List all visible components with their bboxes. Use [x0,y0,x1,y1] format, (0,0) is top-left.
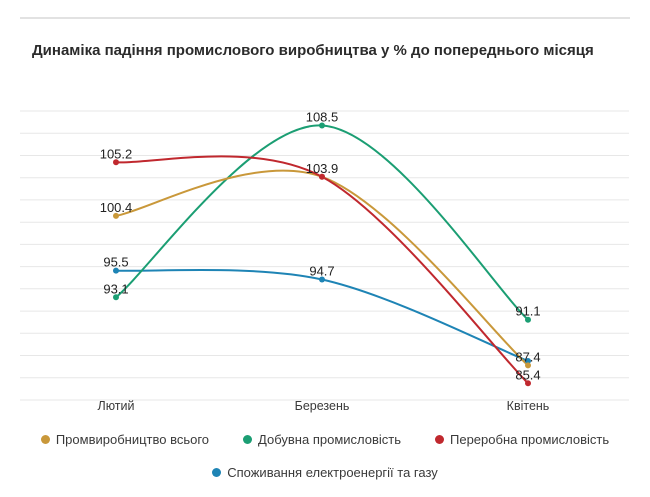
svg-text:87.4: 87.4 [515,349,540,364]
svg-text:Квітень: Квітень [507,399,550,413]
svg-text:103.9: 103.9 [306,161,339,176]
svg-text:105.2: 105.2 [100,146,133,161]
svg-text:93.1: 93.1 [103,281,128,296]
svg-text:108.5: 108.5 [306,110,339,125]
svg-text:Лютий: Лютий [98,399,135,413]
svg-text:100.4: 100.4 [100,200,133,215]
svg-text:85.4: 85.4 [515,367,540,382]
svg-text:Березень: Березень [295,399,350,413]
svg-text:94.7: 94.7 [309,264,334,279]
svg-text:91.1: 91.1 [515,304,540,319]
svg-text:95.5: 95.5 [103,255,128,270]
